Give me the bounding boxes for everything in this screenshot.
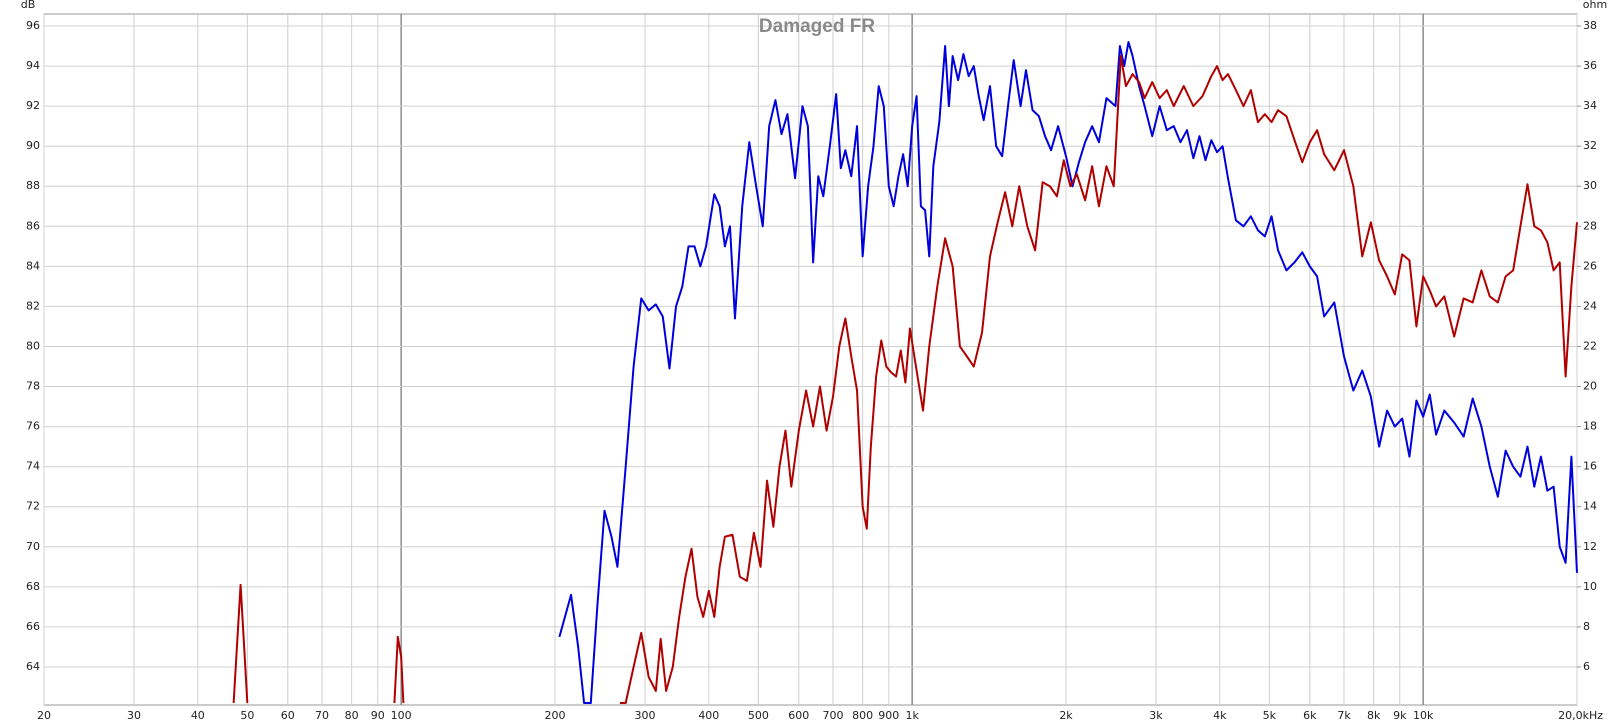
x-tick-label: 8k bbox=[1367, 709, 1381, 722]
y2-tick-label: 34 bbox=[1583, 99, 1597, 112]
y2-tick-label: 24 bbox=[1583, 299, 1597, 312]
y2-tick-label: 8 bbox=[1583, 620, 1590, 633]
y2-tick-label: 28 bbox=[1583, 219, 1597, 232]
y-tick-label: 68 bbox=[26, 580, 40, 593]
series-lines bbox=[232, 41, 1578, 704]
x-tick-label: 700 bbox=[823, 709, 844, 722]
x-tick-label: 60 bbox=[281, 709, 295, 722]
y-tick-label: 88 bbox=[26, 179, 40, 192]
y2-tick-label: 16 bbox=[1583, 460, 1597, 473]
x-tick-label: 20,0kHz bbox=[1558, 709, 1603, 722]
x-tick-label: 2k bbox=[1059, 709, 1073, 722]
x-tick-label: 800 bbox=[852, 709, 873, 722]
y-tick-label: 94 bbox=[26, 59, 40, 72]
x-tick-label: 70 bbox=[315, 709, 329, 722]
x-tick-label: 900 bbox=[878, 709, 899, 722]
y-tick-label: 92 bbox=[26, 99, 40, 112]
x-tick-label: 40 bbox=[191, 709, 205, 722]
y-tick-label: 80 bbox=[26, 339, 40, 352]
x-tick-label: 5k bbox=[1263, 709, 1277, 722]
y2-tick-label: 14 bbox=[1583, 500, 1597, 513]
y2-tick-label: 10 bbox=[1583, 580, 1597, 593]
x-tick-label: 9k bbox=[1393, 709, 1407, 722]
y-axis-label: dB bbox=[21, 0, 36, 11]
x-tick-label: 600 bbox=[788, 709, 809, 722]
y2-tick-label: 26 bbox=[1583, 259, 1597, 272]
x-tick-label: 90 bbox=[371, 709, 385, 722]
x-tick-label: 3k bbox=[1149, 709, 1163, 722]
x-tick-label: 1k bbox=[905, 709, 919, 722]
y-tick-label: 84 bbox=[26, 259, 40, 272]
y2-tick-label: 6 bbox=[1583, 660, 1590, 673]
y-tick-label: 90 bbox=[26, 139, 40, 152]
y2-tick-label: 18 bbox=[1583, 420, 1597, 433]
y-tick-label: 78 bbox=[26, 380, 40, 393]
y-tick-label: 66 bbox=[26, 620, 40, 633]
x-tick-label: 30 bbox=[127, 709, 141, 722]
y-tick-label: 86 bbox=[26, 219, 40, 232]
series-line bbox=[558, 41, 1578, 704]
y2-tick-label: 38 bbox=[1583, 19, 1597, 32]
chart-title: Damaged FR bbox=[759, 16, 875, 37]
x-tick-label: 20 bbox=[37, 709, 51, 722]
y-tick-label: 96 bbox=[26, 19, 40, 32]
x-tick-label: 4k bbox=[1213, 709, 1227, 722]
y-tick-label: 76 bbox=[26, 420, 40, 433]
x-tick-label: 6k bbox=[1303, 709, 1317, 722]
x-tick-label: 80 bbox=[345, 709, 359, 722]
x-tick-label: 500 bbox=[748, 709, 769, 722]
y-tick-label: 64 bbox=[26, 660, 40, 673]
y-tick-label: 74 bbox=[26, 460, 40, 473]
y-tick-label: 70 bbox=[26, 540, 40, 553]
y-tick-label: 72 bbox=[26, 500, 40, 513]
x-tick-label: 300 bbox=[634, 709, 655, 722]
y-tick-label: 82 bbox=[26, 299, 40, 312]
x-tick-label: 200 bbox=[545, 709, 566, 722]
y2-axis-label: ohm bbox=[1583, 0, 1607, 11]
y2-tick-label: 32 bbox=[1583, 139, 1597, 152]
y2-tick-label: 30 bbox=[1583, 179, 1597, 192]
x-tick-label: 10k bbox=[1413, 709, 1434, 722]
y2-tick-label: 20 bbox=[1583, 380, 1597, 393]
x-tick-label: 100 bbox=[391, 709, 412, 722]
y2-tick-label: 12 bbox=[1583, 540, 1597, 553]
plot-area bbox=[43, 13, 1578, 706]
x-tick-label: 7k bbox=[1337, 709, 1351, 722]
x-tick-label: 50 bbox=[240, 709, 254, 722]
y2-tick-label: 22 bbox=[1583, 339, 1597, 352]
y2-tick-label: 36 bbox=[1583, 59, 1597, 72]
x-tick-label: 400 bbox=[698, 709, 719, 722]
series-line bbox=[232, 55, 1578, 704]
